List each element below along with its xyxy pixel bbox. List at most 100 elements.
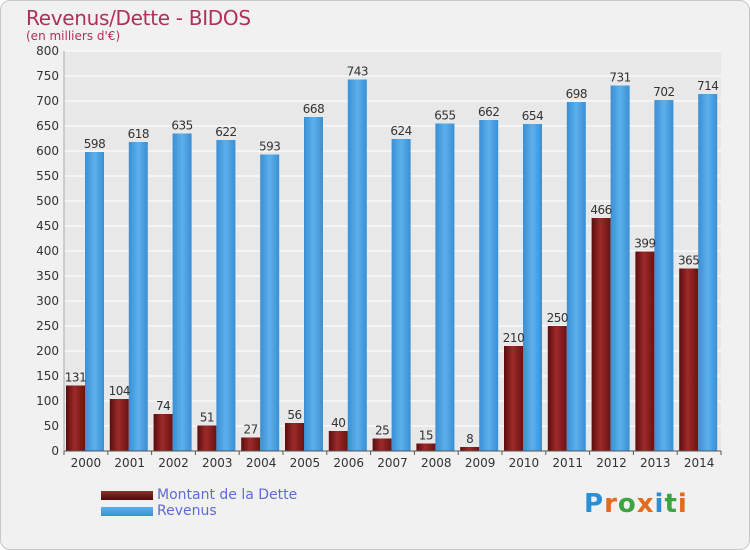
x-tick-label: 2007 (377, 456, 408, 470)
x-tick-label: 2008 (421, 456, 452, 470)
data-label-revenus: 655 (434, 109, 455, 123)
data-label-dette: 74 (156, 399, 170, 413)
bar-revenus (698, 94, 718, 451)
bar-dette (153, 414, 173, 451)
y-tick-label: 550 (36, 169, 59, 183)
bar-dette (547, 326, 567, 451)
x-tick-label: 2003 (202, 456, 233, 470)
bar-dette (460, 447, 480, 451)
logo-letter: r (604, 489, 618, 519)
data-label-dette: 399 (634, 237, 655, 251)
data-label-dette: 104 (109, 384, 130, 398)
bar-revenus (216, 140, 236, 451)
y-tick-label: 0 (51, 444, 59, 458)
y-tick-label: 200 (36, 344, 59, 358)
bar-revenus (654, 100, 674, 451)
bar-revenus (85, 152, 104, 451)
data-label-revenus: 598 (84, 137, 105, 151)
bar-dette (241, 437, 261, 451)
x-tick-label: 2012 (596, 456, 627, 470)
data-label-revenus: 702 (653, 85, 674, 99)
y-tick-label: 800 (36, 44, 59, 58)
data-label-revenus: 624 (390, 124, 411, 138)
data-label-dette: 131 (65, 371, 86, 385)
bar-revenus (172, 133, 192, 451)
bar-revenus (479, 120, 499, 451)
logo-letter: P (584, 489, 605, 519)
logo-letter: i (654, 489, 665, 519)
y-tick-label: 50 (44, 419, 59, 433)
y-tick-label: 300 (36, 294, 59, 308)
bar-dette (328, 431, 348, 451)
data-label-dette: 40 (331, 416, 345, 430)
bar-dette (66, 385, 85, 451)
data-label-revenus: 668 (303, 102, 324, 116)
bar-dette (372, 438, 392, 451)
x-tick-label: 2004 (246, 456, 277, 470)
data-label-dette: 365 (678, 254, 699, 268)
legend-item-dette: Montant de la Dette (101, 487, 297, 503)
data-label-dette: 51 (200, 411, 214, 425)
data-label-revenus: 654 (522, 109, 543, 123)
bar-dette (591, 218, 611, 451)
legend-label-dette: Montant de la Dette (157, 487, 298, 503)
data-label-revenus: 618 (128, 127, 149, 141)
bar-revenus (523, 124, 542, 451)
data-label-dette: 250 (547, 311, 568, 325)
data-label-revenus: 622 (215, 125, 236, 139)
data-label-dette: 210 (503, 331, 524, 345)
x-tick-label: 2005 (290, 456, 321, 470)
legend-item-revenus: Revenus (101, 503, 297, 519)
y-tick-label: 250 (36, 319, 59, 333)
logo-letter: o (617, 489, 637, 519)
data-label-dette: 27 (244, 423, 258, 437)
bar-revenus (128, 142, 148, 451)
data-label-revenus: 593 (259, 140, 280, 154)
bar-revenus (610, 85, 630, 451)
bar-dette (635, 251, 655, 451)
y-tick-label: 100 (36, 394, 59, 408)
y-tick-label: 500 (36, 194, 59, 208)
data-label-revenus: 731 (609, 71, 630, 85)
chart-title: Revenus/Dette - BIDOS (26, 6, 251, 30)
x-tick-label: 2013 (640, 456, 671, 470)
data-label-dette: 15 (419, 429, 433, 443)
y-tick-label: 400 (36, 244, 59, 258)
bar-revenus (347, 79, 367, 451)
x-tick-label: 2001 (114, 456, 145, 470)
y-tick-label: 700 (36, 94, 59, 108)
data-label-revenus: 662 (478, 105, 499, 119)
bar-dette (416, 443, 436, 451)
bar-revenus (391, 139, 411, 451)
x-tick-label: 2002 (158, 456, 189, 470)
x-tick-label: 2000 (71, 456, 102, 470)
bar-dette (109, 399, 129, 451)
data-label-dette: 8 (466, 432, 473, 446)
x-tick-label: 2014 (684, 456, 715, 470)
legend-label-revenus: Revenus (157, 503, 217, 519)
proxiti-logo: Proxiti (584, 489, 688, 519)
chart-subtitle: (en milliers d'€) (26, 29, 121, 43)
data-label-dette: 56 (287, 408, 301, 422)
bar-revenus (435, 123, 455, 451)
bar-dette (679, 268, 699, 451)
bar-revenus (566, 102, 586, 451)
data-label-dette: 466 (590, 203, 611, 217)
data-label-revenus: 698 (566, 87, 587, 101)
x-tick-label: 2006 (333, 456, 364, 470)
y-tick-label: 350 (36, 269, 59, 283)
data-label-revenus: 714 (697, 79, 718, 93)
data-label-revenus: 743 (347, 65, 368, 79)
y-tick-label: 650 (36, 119, 59, 133)
chart-legend: Montant de la Dette Revenus (101, 487, 297, 519)
logo-letter: t (664, 489, 678, 519)
legend-swatch-dette (101, 490, 153, 500)
y-tick-label: 450 (36, 219, 59, 233)
data-label-revenus: 635 (171, 119, 192, 133)
logo-letter: x (636, 489, 655, 519)
x-tick-label: 2010 (509, 456, 540, 470)
bar-dette (504, 346, 523, 451)
y-tick-label: 750 (36, 69, 59, 83)
